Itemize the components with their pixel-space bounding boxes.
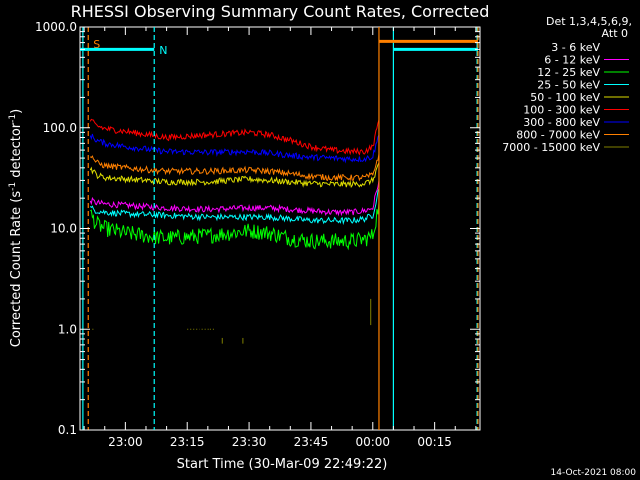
y-axis-label-sup2: -1 <box>8 114 18 123</box>
legend-label: 12 - 25 keV <box>537 66 600 79</box>
series-line <box>89 188 380 226</box>
legend-label: 100 - 300 keV <box>523 104 600 117</box>
y-tick-label: 10.0 <box>50 222 77 236</box>
x-tick-label: 23:15 <box>170 435 205 449</box>
x-tick-label: 23:00 <box>108 435 143 449</box>
y-tick-label: 1.0 <box>58 322 77 336</box>
legend-label: 25 - 50 keV <box>537 79 600 92</box>
x-axis: 23:00 23:15 23:30 23:45 00:00 00:15 <box>83 27 477 449</box>
y-tick-label: 1000.0 <box>35 20 77 34</box>
y-axis-label-sup1: -1 <box>8 182 18 191</box>
legend-label: 800 - 7000 keV <box>516 129 600 142</box>
chart-title: RHESSI Observing Summary Count Rates, Co… <box>71 2 490 21</box>
legend-label: 300 - 800 keV <box>523 116 600 129</box>
series-line <box>90 202 380 251</box>
legend-label: 50 - 100 keV <box>530 91 600 104</box>
date-stamp: 14-Oct-2021 08:00 <box>551 468 637 478</box>
legend-header-line2: Att 0 <box>602 27 628 40</box>
attenuator-label: S <box>93 38 100 51</box>
y-axis: 0.1 1.0 10.0 100.0 1000.0 <box>35 20 480 437</box>
legend-header-line1: Det 1,3,4,5,6,9, <box>546 15 632 28</box>
legend-label: 6 - 12 keV <box>544 54 600 67</box>
y-axis-label-mid: detector <box>9 122 24 182</box>
x-tick-label: 23:45 <box>294 435 329 449</box>
legend-label: 3 - 6 keV <box>551 41 600 54</box>
y-axis-label-main: Corrected Count Rate (s <box>9 191 24 348</box>
series-line <box>89 153 380 182</box>
y-tick-label: 0.1 <box>58 423 77 437</box>
series-line <box>89 118 380 156</box>
attenuator-label: N <box>159 44 167 57</box>
y-axis-label: Corrected Count Rate (s-1 detector-1) <box>8 109 24 347</box>
series-line <box>89 162 380 188</box>
plot-border <box>79 26 481 431</box>
plot-frame <box>79 26 481 431</box>
y-tick-label: 100.0 <box>43 121 77 135</box>
series-layer <box>89 118 380 344</box>
x-axis-label: Start Time (30-Mar-09 22:49:22) <box>177 457 388 472</box>
x-tick-label: 00:15 <box>417 435 452 449</box>
x-tick-label: 23:30 <box>232 435 267 449</box>
series-line <box>89 133 380 164</box>
legend-label: 7000 - 15000 keV <box>502 141 600 154</box>
series-line <box>89 180 380 217</box>
y-axis-label-end: ) <box>9 109 24 114</box>
x-tick-label: 00:00 <box>355 435 390 449</box>
